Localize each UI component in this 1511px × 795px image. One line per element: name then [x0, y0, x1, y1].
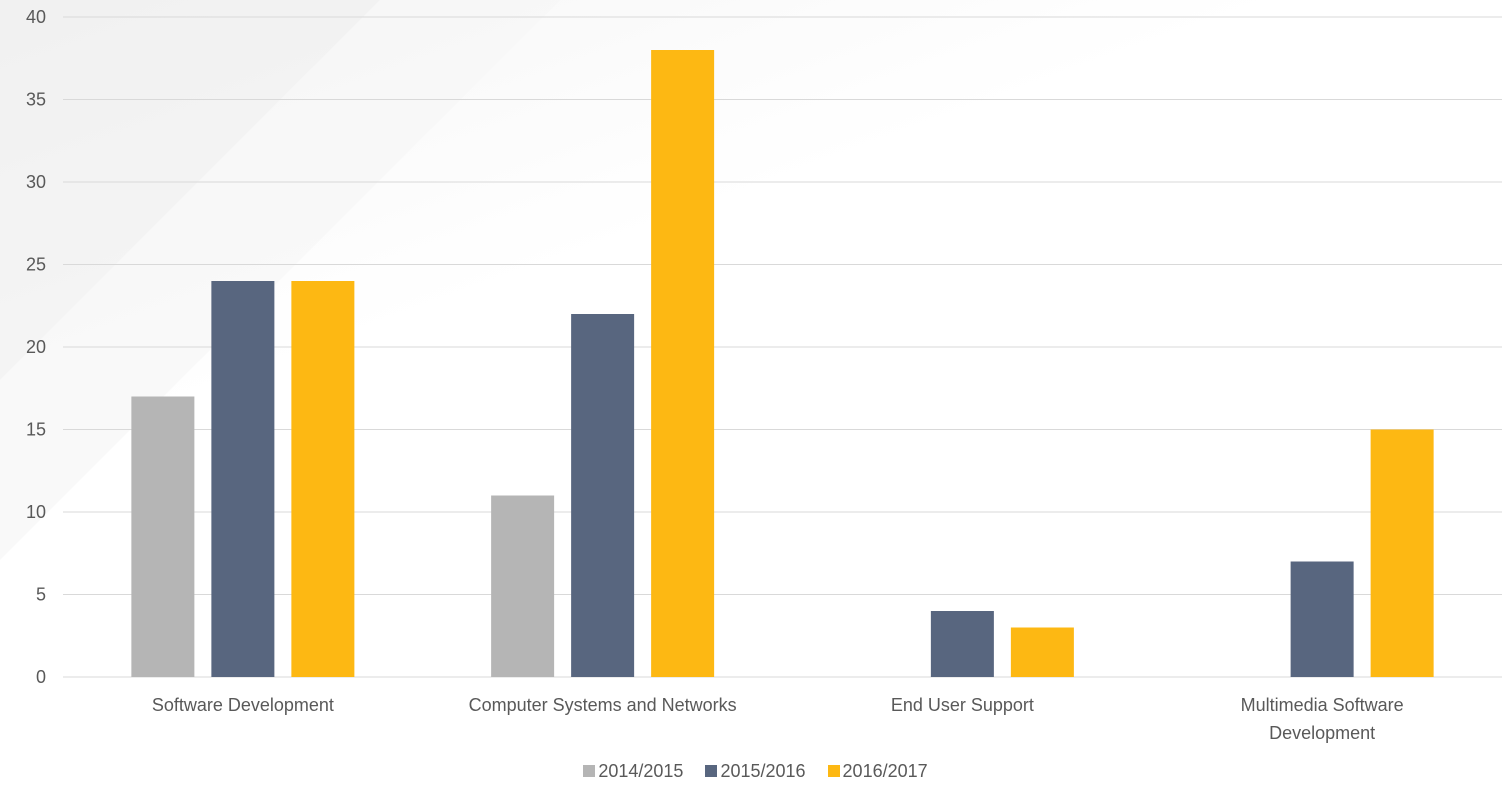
bar-2016-2017-cat2: [1010, 627, 1074, 677]
y-tick-label: 20: [26, 337, 46, 357]
legend-label: 2015/2016: [720, 760, 806, 781]
bars: [131, 50, 1434, 677]
x-category-label-line: Development: [1269, 723, 1375, 743]
x-category-label: Multimedia Software Development: [1241, 695, 1404, 743]
y-tick-label: 40: [26, 7, 46, 27]
bar-2015-2016-cat0: [211, 281, 275, 677]
x-category-label-line: Computer Systems and Networks: [469, 695, 737, 715]
x-category-label-line: End User Support: [891, 695, 1034, 715]
bar-2016-2017-cat3: [1370, 429, 1434, 677]
x-category-label: End User Support: [891, 695, 1034, 715]
legend-swatch: [705, 765, 718, 777]
gridlines: [63, 16, 1502, 678]
y-tick-label: 35: [26, 90, 46, 110]
legend-item: 2014/2015: [583, 761, 683, 782]
y-tick-label: 15: [26, 420, 46, 440]
x-category-label: Computer Systems and Networks: [469, 695, 737, 715]
legend-label: 2014/2015: [598, 760, 684, 781]
x-category-label-line: Software Development: [152, 695, 334, 715]
bar-2016-2017-cat1: [651, 50, 715, 677]
y-tick-label: 30: [26, 172, 46, 192]
x-axis-category-labels: Software Development Computer Systems and…: [152, 695, 1404, 743]
legend-item: 2015/2016: [705, 760, 806, 782]
bar-2016-2017-cat0: [291, 281, 355, 677]
bar-2015-2016-cat2: [930, 611, 994, 677]
x-category-label: Software Development: [152, 695, 334, 715]
x-category-label-line: Multimedia Software: [1241, 695, 1404, 715]
bar-2015-2016-cat3: [1290, 561, 1354, 677]
y-tick-label: 0: [36, 667, 46, 687]
y-tick-label: 5: [36, 585, 46, 605]
bar-2015-2016-cat1: [571, 314, 635, 677]
bar-2014-2015-cat1: [491, 495, 555, 677]
y-axis-tick-labels: 0 5 10 15 20 25 30 35 40: [26, 7, 46, 687]
legend-item: 2016/2017: [827, 760, 928, 782]
y-tick-label: 25: [26, 255, 46, 275]
legend-swatch: [583, 765, 596, 777]
y-tick-label: 10: [26, 502, 46, 522]
bar-2014-2015-cat0: [131, 396, 195, 677]
legend: 2014/2015 2015/2016 2016/2017: [0, 758, 1511, 784]
legend-label: 2016/2017: [842, 760, 928, 781]
legend-swatch: [827, 765, 840, 777]
